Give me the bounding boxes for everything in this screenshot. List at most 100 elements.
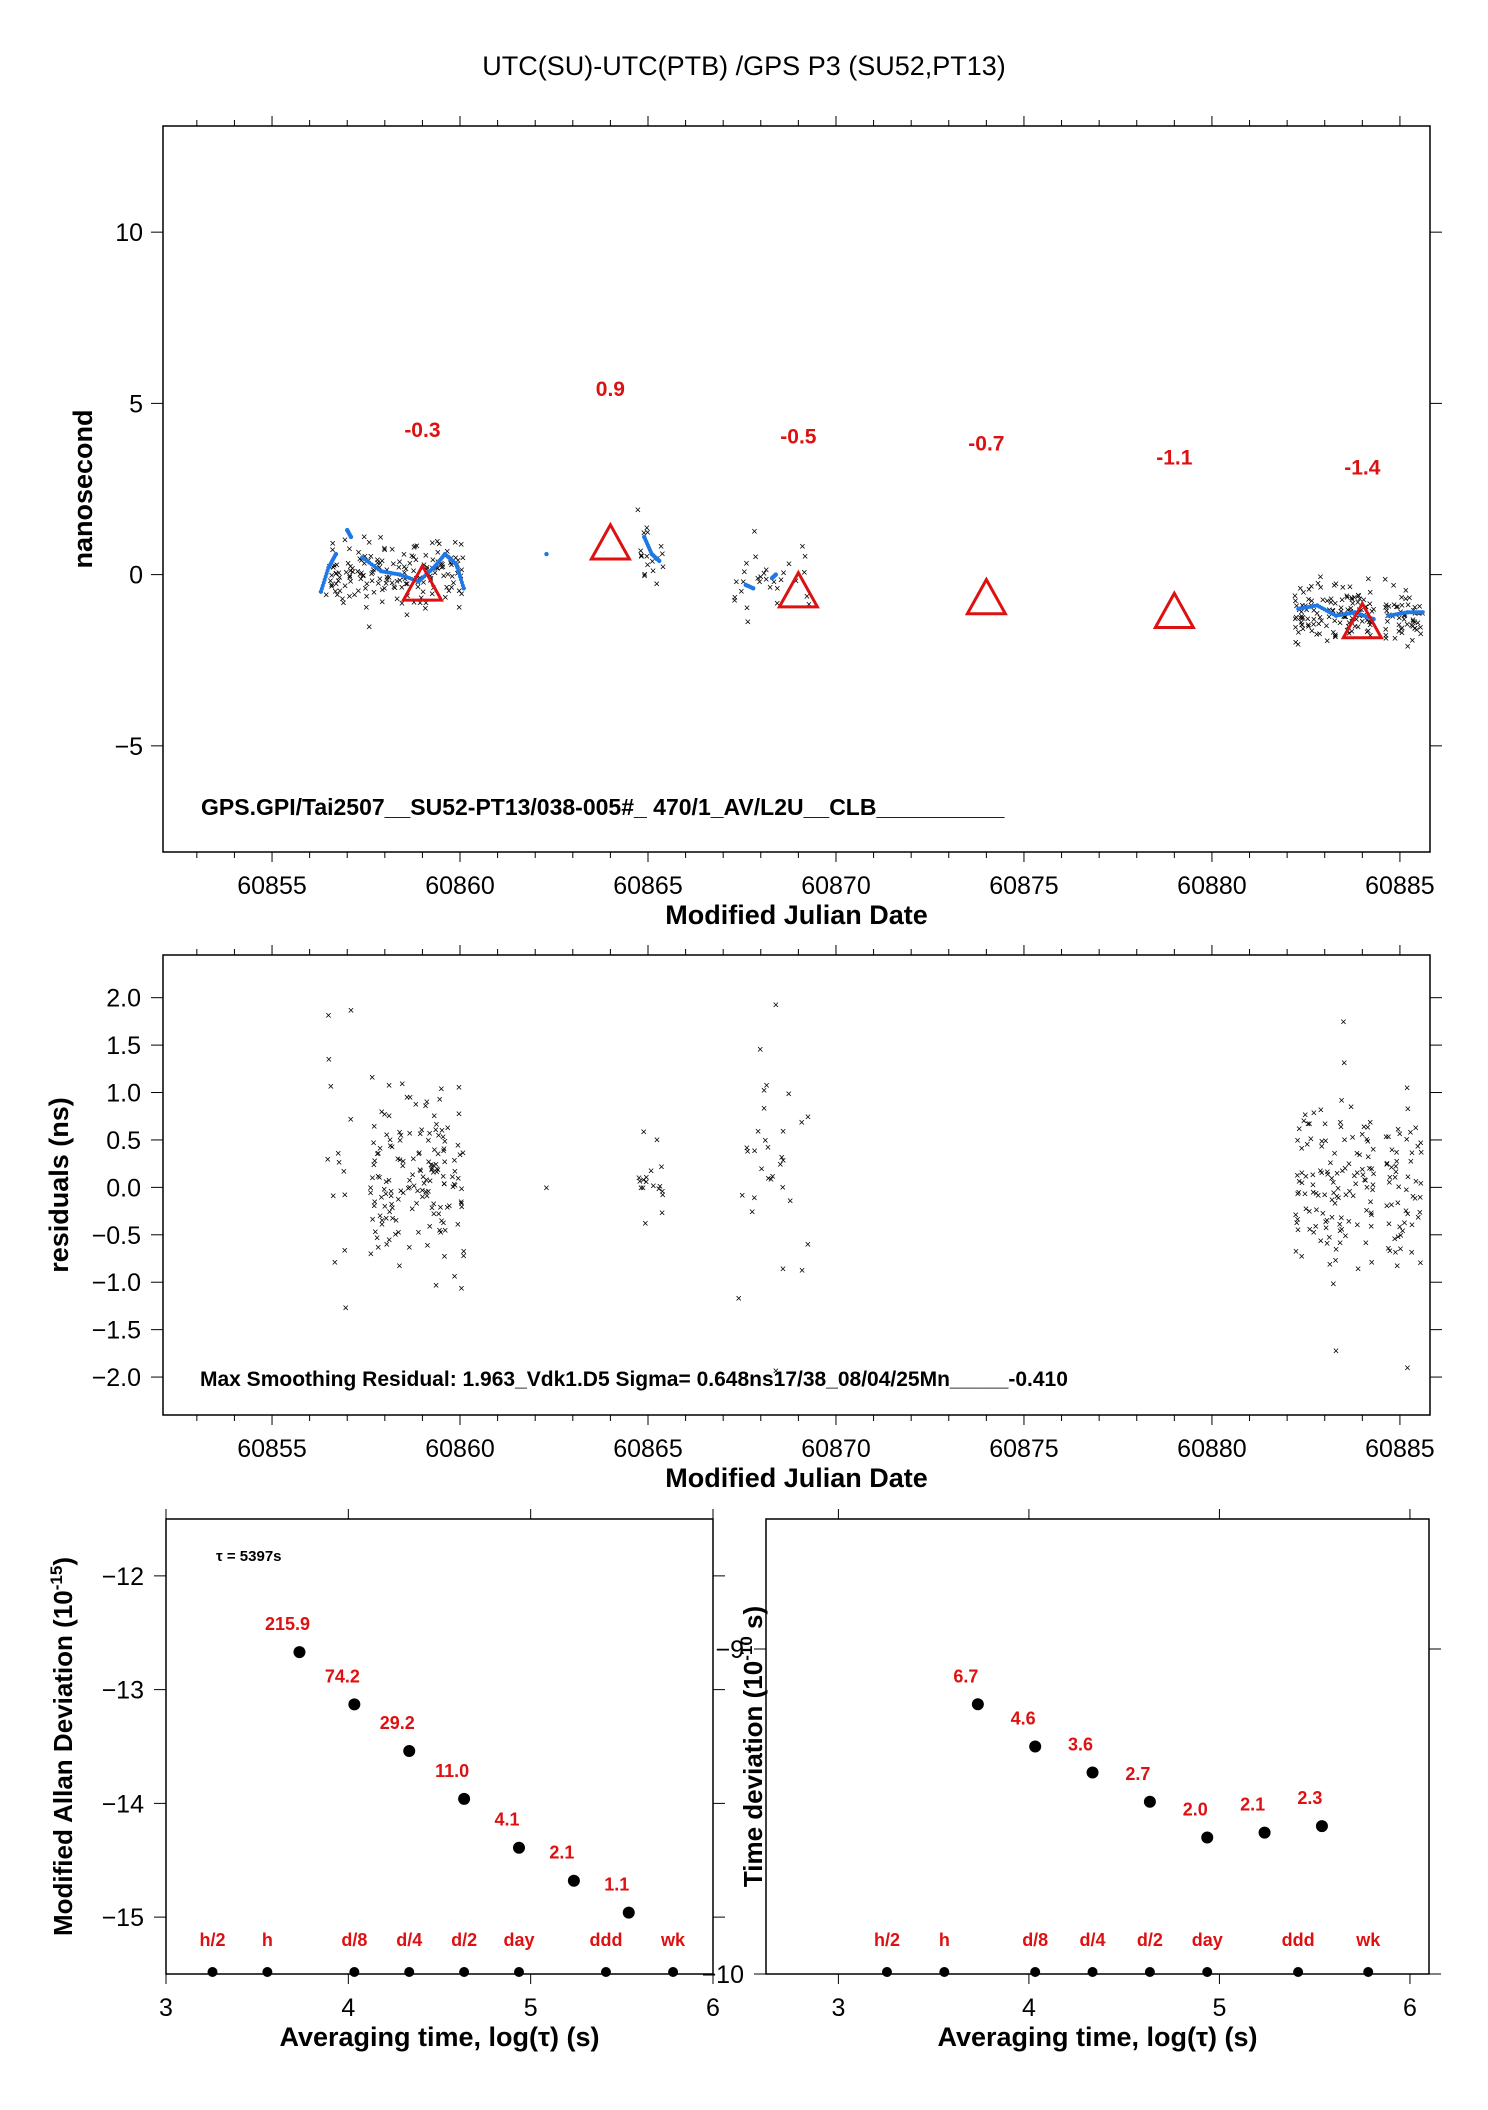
data-point: × <box>439 559 445 571</box>
residuals-plot-frame <box>162 954 1431 1416</box>
data-point: × <box>1394 601 1400 613</box>
residual-point: × <box>1394 1156 1400 1168</box>
residual-point: × <box>751 1145 757 1157</box>
tau-marker <box>1144 1967 1155 1977</box>
residual-point: × <box>370 1138 376 1150</box>
y-axis-label: nanosecond <box>68 409 98 568</box>
data-point: × <box>1305 621 1311 633</box>
x-tick-label: 6 <box>706 1994 720 2022</box>
residual-point: × <box>1367 1197 1373 1209</box>
data-point: × <box>329 570 335 582</box>
data-point: × <box>413 554 419 566</box>
deviation-point <box>567 1874 580 1887</box>
residual-point: × <box>1322 1217 1328 1229</box>
residual-point: × <box>1327 1157 1333 1169</box>
tau-marker <box>1087 1967 1098 1977</box>
data-point: × <box>1364 615 1370 627</box>
data-point: × <box>452 537 458 549</box>
data-point: × <box>1383 633 1389 645</box>
residual-point: × <box>328 1081 334 1093</box>
data-point: × <box>377 557 383 569</box>
tau-marker <box>1030 1967 1041 1977</box>
residual-point: × <box>1391 1234 1397 1246</box>
data-point: × <box>409 550 415 562</box>
data-point: × <box>1391 600 1397 612</box>
residual-point: × <box>1407 1127 1413 1139</box>
residual-point: × <box>371 1121 377 1133</box>
data-point: × <box>384 575 390 587</box>
data-point: × <box>1344 605 1350 617</box>
residual-point: × <box>1395 1198 1401 1210</box>
deviation-label: 2.0 <box>1183 1800 1208 1820</box>
data-point: × <box>1353 614 1359 626</box>
residual-point: × <box>406 1242 412 1254</box>
residual-point: × <box>417 1128 423 1140</box>
data-point: × <box>738 586 744 598</box>
residual-point: × <box>367 1187 373 1199</box>
y-axis-label-end: s) <box>738 1606 768 1636</box>
residual-point: × <box>1342 1163 1348 1175</box>
smoothed-point <box>1420 610 1425 615</box>
residual-point: × <box>1302 1188 1308 1200</box>
data-point: × <box>1367 630 1373 642</box>
data-point: × <box>1366 617 1372 629</box>
data-point: × <box>1349 592 1355 604</box>
data-point: × <box>420 586 426 598</box>
data-point: × <box>346 591 352 603</box>
data-point: × <box>1341 611 1347 623</box>
data-point: × <box>397 575 403 587</box>
residual-point: × <box>1388 1200 1394 1212</box>
data-point: × <box>1344 591 1350 603</box>
data-point: × <box>1417 622 1423 634</box>
residual-point: × <box>397 1154 403 1166</box>
residual-point: × <box>1364 1122 1370 1134</box>
residual-point: × <box>765 1142 771 1154</box>
data-point: × <box>358 574 364 586</box>
y-tick-label: −0.5 <box>92 1222 141 1250</box>
data-point: × <box>1318 582 1324 594</box>
tau-marker <box>1363 1967 1374 1977</box>
y-tick-label: 0.0 <box>106 1174 141 1202</box>
residual-point: × <box>372 1226 378 1238</box>
residual-point: × <box>1303 1171 1309 1183</box>
data-point: × <box>448 559 454 571</box>
tau-marker <box>513 1967 524 1977</box>
residual-point: × <box>1403 1206 1409 1218</box>
residual-point: × <box>436 1209 442 1221</box>
residual-point: × <box>658 1161 664 1173</box>
residual-point: × <box>430 1160 436 1172</box>
residual-point: × <box>451 1179 457 1191</box>
data-point: × <box>433 563 439 575</box>
data-point: × <box>349 566 355 578</box>
residual-point: × <box>1306 1224 1312 1236</box>
y-tick-label: 1.5 <box>106 1032 141 1060</box>
residual-point: × <box>1333 1346 1339 1358</box>
residual-point: × <box>1354 1219 1360 1231</box>
residual-point: × <box>761 1103 767 1115</box>
residual-point: × <box>1337 1225 1343 1237</box>
residual-point: × <box>441 1179 447 1191</box>
data-point: × <box>366 537 372 549</box>
residual-point: × <box>1351 1170 1357 1182</box>
data-point: × <box>337 585 343 597</box>
smoothed-point <box>544 551 549 557</box>
data-point: × <box>371 587 377 599</box>
residual-point: × <box>1418 1147 1424 1159</box>
residual-point: × <box>1395 1231 1401 1243</box>
data-point: × <box>330 562 336 574</box>
residual-point: × <box>1408 1156 1414 1168</box>
residual-point: × <box>643 1172 649 1184</box>
tau-marker <box>1293 1967 1304 1977</box>
data-point: × <box>389 577 395 589</box>
residual-point: × <box>428 1160 434 1172</box>
data-point: × <box>460 553 466 565</box>
data-point: × <box>364 579 370 591</box>
residual-point: × <box>458 1283 464 1295</box>
residual-point: × <box>1292 1209 1298 1221</box>
data-point: × <box>1356 590 1362 602</box>
residual-point: × <box>1338 1095 1344 1107</box>
data-point: × <box>1410 616 1416 628</box>
residual-point: × <box>376 1172 382 1184</box>
data-point: × <box>660 561 666 573</box>
data-point: × <box>1415 617 1421 629</box>
